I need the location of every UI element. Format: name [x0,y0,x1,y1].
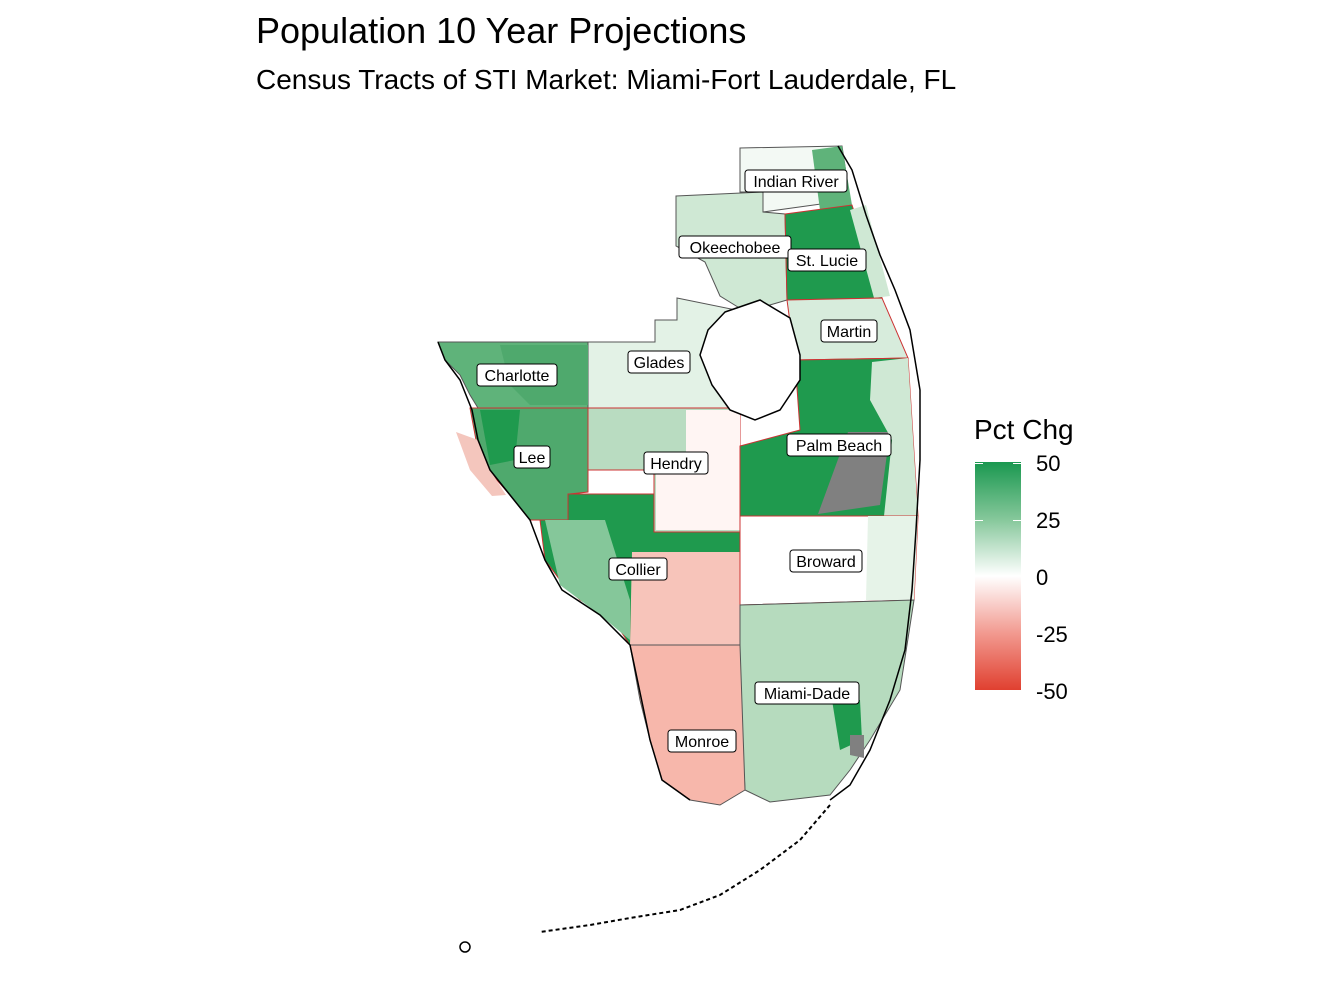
label-text: Broward [796,554,856,571]
label-text: Hendry [650,456,702,473]
label-broward: Broward [789,549,863,573]
label-text: Miami-Dade [764,686,850,703]
label-okeechobee: Okeechobee [678,235,792,259]
label-text: Okeechobee [690,240,781,257]
label-hendry: Hendry [643,451,709,475]
label-monroe: Monroe [667,729,737,753]
label-charlotte: Charlotte [476,363,558,387]
label-text: Monroe [675,734,729,751]
legend-tick: -25 [1036,622,1068,647]
label-text: Lee [519,450,546,467]
legend-tickmark [975,463,983,464]
label-text: Collier [615,562,661,579]
legend-tick: 25 [1036,508,1061,533]
label-martin: Martin [820,319,878,343]
label-text: St. Lucie [796,253,858,270]
legend-title: Pct Chg [974,414,1074,445]
label-glades: Glades [627,350,691,374]
legend-tick: -50 [1036,679,1068,704]
county-st-lucie-coast [850,205,890,298]
legend-tick: 50 [1036,451,1061,476]
legend-tick: 0 [1036,565,1049,590]
county-collier-west [545,520,630,640]
legend-color-bar [975,462,1021,690]
label-lee: Lee [513,445,551,469]
coastline-west [437,341,691,801]
map-subtitle: Census Tracts of STI Market: Miami-Fort … [256,64,957,95]
label-text: Palm Beach [796,438,882,455]
label-st-lucie: St. Lucie [787,248,867,272]
lake-okeechobee [699,299,801,421]
label-text: Charlotte [485,368,550,385]
label-text: Glades [634,355,685,372]
county-miami-dade-na [850,735,864,758]
label-miami-dade: Miami-Dade [754,681,860,705]
label-collier: Collier [608,557,668,581]
county-broward-coast [866,516,918,600]
island-outline [459,941,471,953]
map-title: Population 10 Year Projections [256,10,747,51]
label-text: Martin [827,324,871,341]
county-lee-coast [456,432,506,496]
county-lee-patch [480,410,520,465]
county-palm-beach-coast [870,358,918,516]
label-text: Indian River [753,174,839,191]
legend-tickmark [1013,520,1021,521]
label-indian-river: Indian River [744,169,848,193]
legend-tickmark [1013,463,1021,464]
legend-tickmark [975,520,983,521]
florida-keys [539,804,831,933]
label-palm-beach: Palm Beach [786,433,892,457]
coastline [829,145,921,801]
